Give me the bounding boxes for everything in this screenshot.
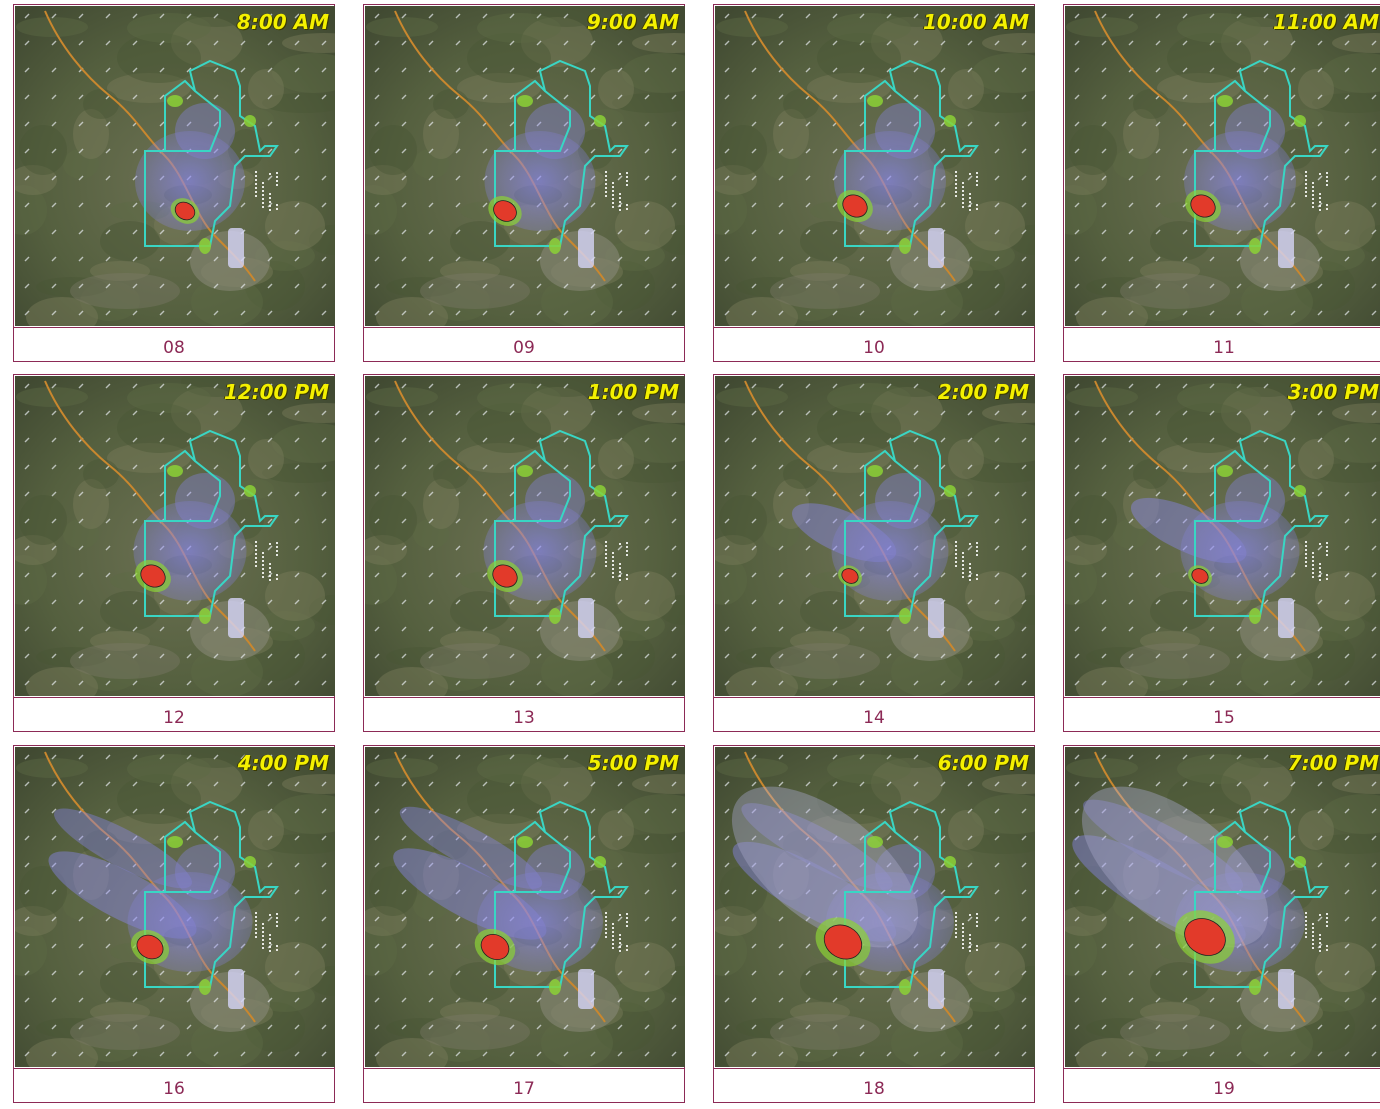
satellite-map: 3:00 PM xyxy=(1065,376,1380,696)
map-frame: 6:00 PM 18 xyxy=(713,745,1035,1103)
map-frame: 5:00 PM 17 xyxy=(363,745,685,1103)
map-image xyxy=(15,6,335,326)
frame-caption: 11 xyxy=(1064,327,1380,362)
map-frame: 9:00 AM 09 xyxy=(363,4,685,362)
map-image xyxy=(365,747,685,1067)
frame-caption: 13 xyxy=(364,697,684,732)
map-frame: 8:00 AM 08 xyxy=(13,4,335,362)
map-image xyxy=(1065,6,1380,326)
frame-caption: 14 xyxy=(714,697,1034,732)
map-frame: 7:00 PM 19 xyxy=(1063,745,1380,1103)
map-image xyxy=(1065,376,1380,696)
time-label: 5:00 PM xyxy=(587,751,679,775)
map-frame: 12:00 PM 12 xyxy=(13,374,335,732)
frame-caption: 18 xyxy=(714,1068,1034,1103)
satellite-map: 4:00 PM xyxy=(15,747,335,1067)
map-frame: 10:00 AM 10 xyxy=(713,4,1035,362)
map-image xyxy=(15,747,335,1067)
map-frame: 4:00 PM 16 xyxy=(13,745,335,1103)
frame-caption: 08 xyxy=(14,327,334,362)
satellite-map: 11:00 AM xyxy=(1065,6,1380,326)
frame-caption: 17 xyxy=(364,1068,684,1103)
time-label: 11:00 AM xyxy=(1272,10,1379,34)
map-image xyxy=(365,376,685,696)
satellite-map: 12:00 PM xyxy=(15,376,335,696)
frame-caption: 19 xyxy=(1064,1068,1380,1103)
satellite-map: 9:00 AM xyxy=(365,6,685,326)
time-label: 7:00 PM xyxy=(1287,751,1379,775)
frame-caption: 12 xyxy=(14,697,334,732)
time-label: 2:00 PM xyxy=(937,380,1029,404)
time-label: 9:00 AM xyxy=(586,10,679,34)
satellite-map: 8:00 AM xyxy=(15,6,335,326)
frame-caption: 09 xyxy=(364,327,684,362)
satellite-map: 1:00 PM xyxy=(365,376,685,696)
map-image xyxy=(1065,747,1380,1067)
map-frame: 2:00 PM 14 xyxy=(713,374,1035,732)
time-label: 8:00 AM xyxy=(236,10,329,34)
map-frame: 1:00 PM 13 xyxy=(363,374,685,732)
satellite-map: 7:00 PM xyxy=(1065,747,1380,1067)
map-image xyxy=(715,747,1035,1067)
frame-caption: 10 xyxy=(714,327,1034,362)
satellite-map: 10:00 AM xyxy=(715,6,1035,326)
map-frame: 11:00 AM 11 xyxy=(1063,4,1380,362)
time-label: 3:00 PM xyxy=(1287,380,1379,404)
map-image xyxy=(365,6,685,326)
map-image xyxy=(715,6,1035,326)
time-label: 6:00 PM xyxy=(937,751,1029,775)
map-image xyxy=(715,376,1035,696)
frame-caption: 15 xyxy=(1064,697,1380,732)
frame-caption: 16 xyxy=(14,1068,334,1103)
time-label: 12:00 PM xyxy=(223,380,329,404)
time-label: 10:00 AM xyxy=(922,10,1029,34)
satellite-map: 6:00 PM xyxy=(715,747,1035,1067)
satellite-map: 5:00 PM xyxy=(365,747,685,1067)
map-frame: 3:00 PM 15 xyxy=(1063,374,1380,732)
time-label: 1:00 PM xyxy=(587,380,679,404)
satellite-map: 2:00 PM xyxy=(715,376,1035,696)
time-label: 4:00 PM xyxy=(237,751,329,775)
map-image xyxy=(15,376,335,696)
